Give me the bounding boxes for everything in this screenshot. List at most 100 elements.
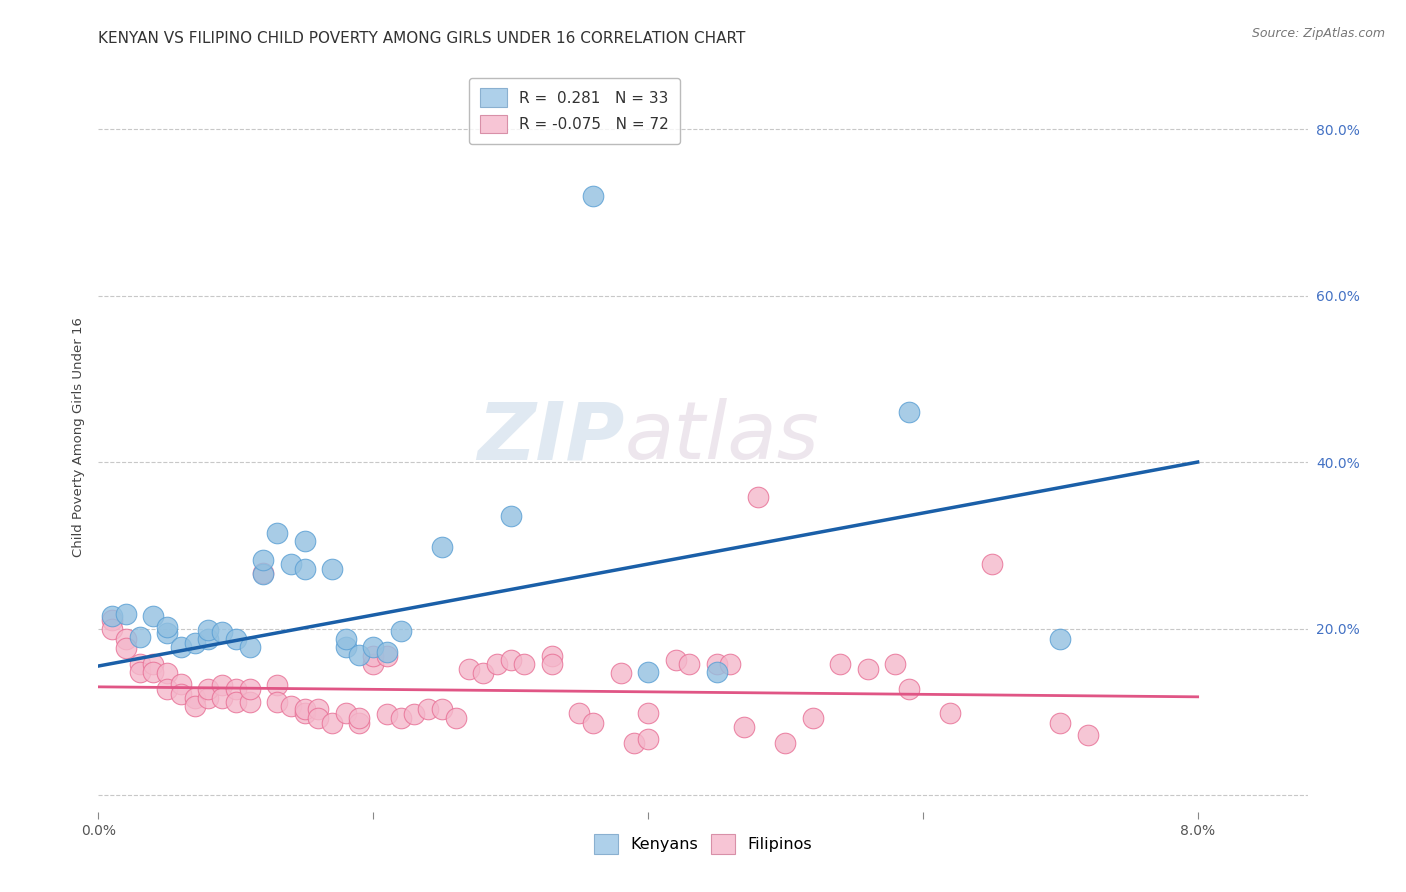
Point <box>321 715 343 730</box>
Point <box>142 657 165 672</box>
Text: KENYAN VS FILIPINO CHILD POVERTY AMONG GIRLS UNDER 16 CORRELATION CHART: KENYAN VS FILIPINO CHILD POVERTY AMONG G… <box>98 31 745 46</box>
Point <box>101 622 124 636</box>
Point <box>801 711 824 725</box>
Point <box>128 657 150 671</box>
Point <box>664 653 686 667</box>
Point <box>361 640 384 654</box>
Point <box>307 711 329 725</box>
Point <box>430 702 453 716</box>
Point <box>775 736 797 750</box>
Point <box>444 711 467 725</box>
Point <box>1049 632 1071 646</box>
Point <box>1077 728 1099 742</box>
Point <box>349 711 371 725</box>
Point <box>252 566 274 580</box>
Point <box>156 681 179 696</box>
Point <box>1049 715 1071 730</box>
Point <box>211 678 233 692</box>
Point <box>418 702 440 716</box>
Point <box>211 624 233 639</box>
Legend: Kenyans, Filipinos: Kenyans, Filipinos <box>588 828 818 860</box>
Point <box>115 632 138 647</box>
Text: Source: ZipAtlas.com: Source: ZipAtlas.com <box>1251 27 1385 40</box>
Point <box>513 657 536 672</box>
Point <box>637 665 659 679</box>
Point <box>335 632 357 646</box>
Point <box>582 715 605 730</box>
Point <box>294 534 316 549</box>
Point <box>101 613 124 627</box>
Point <box>499 509 522 524</box>
Point <box>375 645 398 659</box>
Point <box>197 690 219 705</box>
Point <box>349 648 371 663</box>
Point <box>170 640 193 654</box>
Point <box>142 609 165 624</box>
Point <box>706 657 728 672</box>
Point <box>706 665 728 679</box>
Point <box>375 707 398 722</box>
Point <box>582 188 605 202</box>
Point <box>430 540 453 554</box>
Point <box>252 553 274 567</box>
Point <box>156 665 179 680</box>
Text: ZIP: ZIP <box>477 398 624 476</box>
Point <box>609 665 631 680</box>
Point <box>156 625 179 640</box>
Point <box>225 695 247 709</box>
Point <box>720 657 742 672</box>
Point <box>115 640 138 655</box>
Point <box>170 686 193 700</box>
Point <box>335 640 357 654</box>
Point <box>939 706 962 721</box>
Point <box>239 695 262 709</box>
Point <box>623 736 645 750</box>
Point <box>541 657 564 672</box>
Point <box>142 665 165 679</box>
Point <box>225 682 247 697</box>
Point <box>458 661 481 675</box>
Point <box>637 706 659 721</box>
Point <box>239 682 262 697</box>
Point <box>211 690 233 705</box>
Point <box>349 715 371 730</box>
Point <box>266 695 288 709</box>
Point <box>830 657 852 672</box>
Point <box>404 707 426 722</box>
Point <box>980 557 1002 571</box>
Point <box>225 632 247 647</box>
Point <box>884 657 907 672</box>
Point <box>733 720 755 734</box>
Point <box>280 698 302 713</box>
Point <box>156 620 179 634</box>
Point <box>294 706 316 721</box>
Point <box>128 665 150 679</box>
Point <box>170 677 193 691</box>
Point <box>266 678 288 692</box>
Point <box>266 525 288 540</box>
Point <box>361 648 384 663</box>
Point <box>307 702 329 716</box>
Point <box>568 706 591 721</box>
Point <box>321 561 343 575</box>
Point <box>898 682 921 697</box>
Text: atlas: atlas <box>624 398 820 476</box>
Point <box>252 567 274 582</box>
Point <box>183 690 205 705</box>
Point <box>183 636 205 650</box>
Point <box>101 609 124 624</box>
Point <box>183 698 205 713</box>
Point <box>472 665 495 680</box>
Point <box>499 653 522 667</box>
Point <box>485 657 508 672</box>
Point <box>280 557 302 571</box>
Point <box>747 490 769 504</box>
Y-axis label: Child Poverty Among Girls Under 16: Child Poverty Among Girls Under 16 <box>72 318 86 557</box>
Point <box>375 648 398 663</box>
Point <box>197 624 219 638</box>
Point <box>898 405 921 419</box>
Point <box>678 657 700 672</box>
Point <box>197 682 219 697</box>
Point <box>389 624 412 638</box>
Point <box>856 661 879 675</box>
